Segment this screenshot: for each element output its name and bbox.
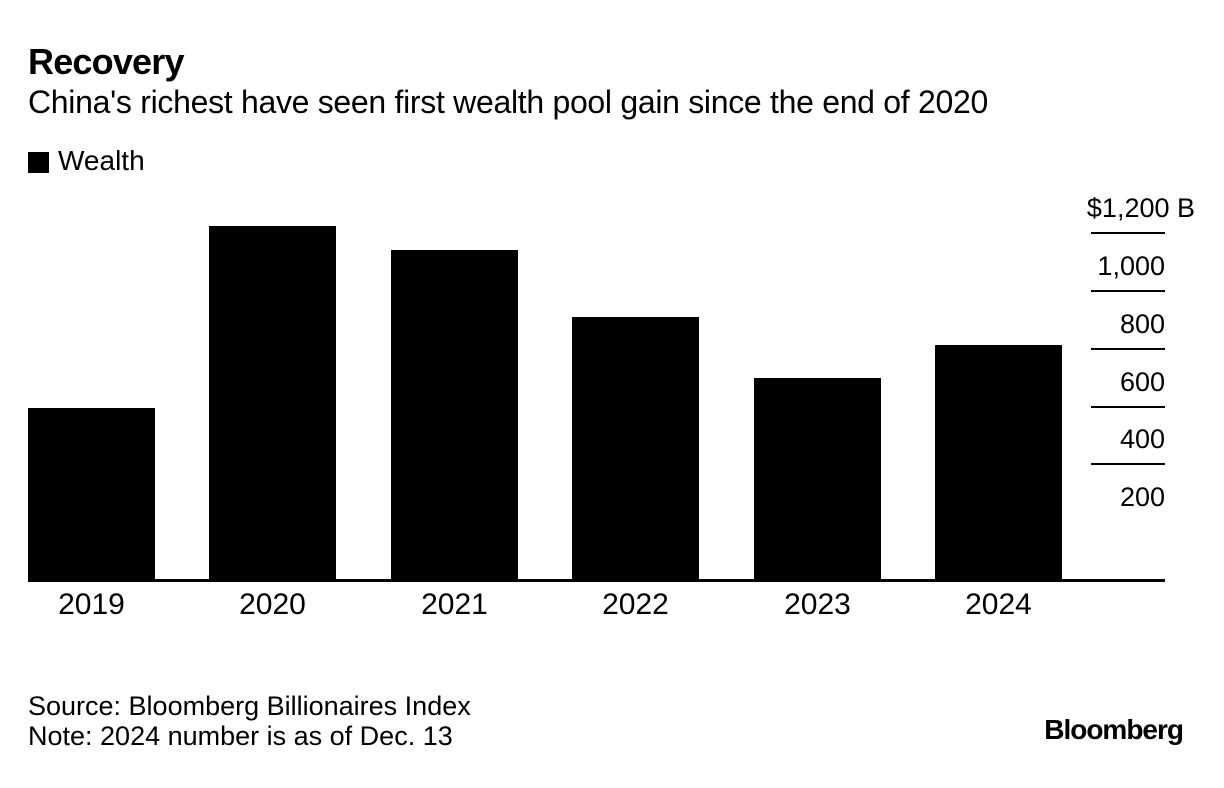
legend-swatch-icon (28, 152, 49, 173)
bar-2023 (754, 378, 881, 579)
bar-2020 (209, 226, 336, 579)
footnote: Note: 2024 number is as of Dec. 13 (28, 721, 453, 751)
y-axis-label-200: 200 (1119, 482, 1165, 512)
y-axis-label-400: 400 (1119, 424, 1165, 454)
y-tick-line-1000 (1091, 290, 1165, 292)
source-note: Source: Bloomberg Billionaires Index (28, 691, 471, 721)
chart-subtitle: China's richest have seen first wealth p… (28, 84, 988, 120)
x-axis-label-2020: 2020 (239, 588, 306, 621)
x-axis-line (28, 579, 1165, 582)
y-axis-label-1000: 1,000 (1097, 251, 1165, 281)
bar-2024 (935, 345, 1062, 579)
legend-label-wealth: Wealth (58, 145, 145, 176)
bloomberg-logo: Bloomberg (1044, 714, 1184, 745)
y-axis-label-800: 800 (1119, 309, 1165, 339)
bar-2021 (391, 250, 518, 579)
y-axis-label-600: 600 (1119, 367, 1165, 397)
bar-2022 (572, 317, 699, 579)
y-tick-line-800 (1091, 348, 1165, 350)
x-axis-label-2022: 2022 (602, 588, 669, 621)
bar-2019 (28, 408, 155, 579)
y-tick-line-1200 (1091, 232, 1165, 234)
chart-title: Recovery (28, 41, 185, 82)
y-tick-line-600 (1091, 406, 1165, 408)
x-axis-label-2024: 2024 (965, 588, 1032, 621)
x-axis-label-2021: 2021 (421, 588, 488, 621)
y-axis-label-1200: $1,200 B (1086, 193, 1195, 223)
x-axis-label-2023: 2023 (784, 588, 851, 621)
x-axis-label-2019: 2019 (58, 588, 125, 621)
y-tick-line-400 (1091, 463, 1165, 465)
footer-notes: Source: Bloomberg Billionaires Index Not… (28, 691, 471, 751)
